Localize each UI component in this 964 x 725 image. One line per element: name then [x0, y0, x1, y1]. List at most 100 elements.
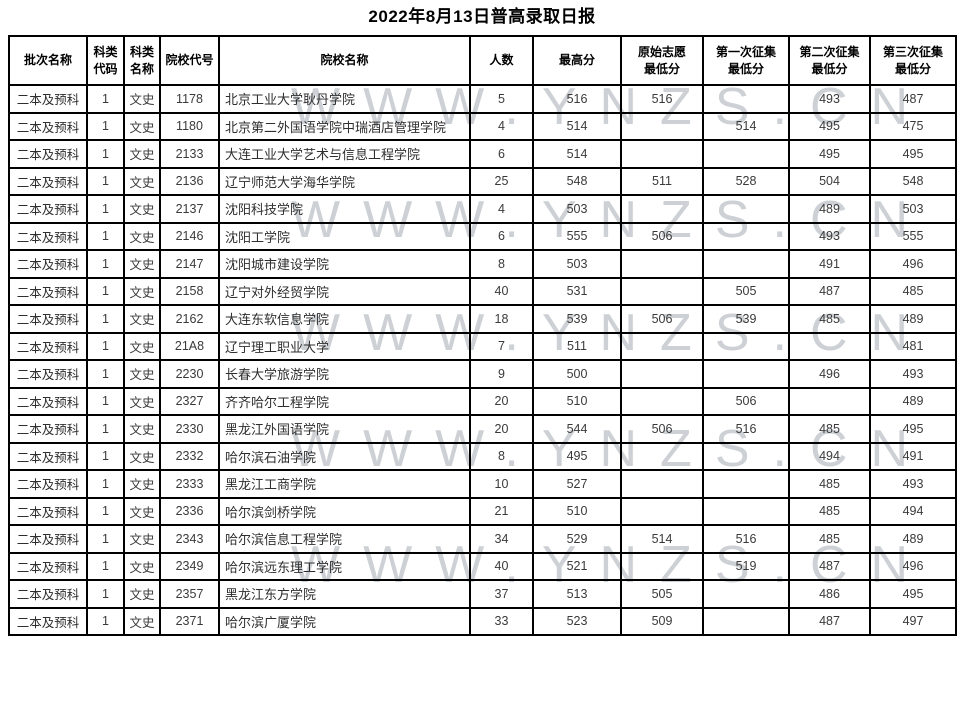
cell-subject-name: 文史	[123, 606, 161, 636]
cell-count: 10	[469, 469, 534, 499]
cell-inst-code: 2371	[159, 606, 220, 636]
cell-second-min: 485	[788, 414, 871, 444]
cell-count: 20	[469, 414, 534, 444]
cell-inst-name: 黑龙江工商学院	[218, 469, 471, 499]
page-title: 2022年8月13日普高录取日报	[368, 7, 596, 26]
cell-count: 6	[469, 139, 534, 169]
cell-max-score: 521	[532, 551, 622, 581]
cell-batch: 二本及预科	[8, 194, 88, 224]
cell-inst-name: 哈尔滨剑桥学院	[218, 496, 471, 526]
cell-third-min: 481	[869, 331, 957, 361]
cell-orig-min	[620, 111, 704, 141]
cell-subject-name: 文史	[123, 304, 161, 334]
cell-inst-code: 2349	[159, 551, 220, 581]
table-row: 二本及预科 1 文史 1180 北京第二外国语学院中瑞酒店管理学院 4 514 514 495 4…	[8, 111, 957, 141]
cell-inst-code: 2133	[159, 139, 220, 169]
cell-inst-name: 大连工业大学艺术与信息工程学院	[218, 139, 471, 169]
cell-orig-min: 509	[620, 606, 704, 636]
cell-second-min: 486	[788, 579, 871, 609]
cell-second-min: 493	[788, 84, 871, 114]
cell-max-score: 510	[532, 386, 622, 416]
cell-inst-name: 辽宁理工职业大学	[218, 331, 471, 361]
column-header-inst-code: 院校代号	[159, 35, 220, 86]
cell-max-score: 503	[532, 194, 622, 224]
cell-inst-code: 2357	[159, 579, 220, 609]
cell-inst-code: 1180	[159, 111, 220, 141]
cell-subject-name: 文史	[123, 194, 161, 224]
cell-second-min: 485	[788, 524, 871, 554]
cell-second-min: 491	[788, 249, 871, 279]
cell-third-min: 491	[869, 441, 957, 471]
cell-subject-name: 文史	[123, 166, 161, 196]
cell-third-min: 495	[869, 579, 957, 609]
cell-second-min: 493	[788, 221, 871, 251]
cell-second-min: 495	[788, 111, 871, 141]
cell-subject-code: 1	[86, 276, 125, 306]
cell-subject-code: 1	[86, 249, 125, 279]
table-row: 二本及预科 1 文史 2343 哈尔滨信息工程学院 34 529 514 516 485 489	[8, 524, 957, 554]
cell-subject-code: 1	[86, 331, 125, 361]
cell-third-min: 548	[869, 166, 957, 196]
cell-inst-code: 2336	[159, 496, 220, 526]
cell-second-min: 485	[788, 496, 871, 526]
cell-inst-name: 长春大学旅游学院	[218, 359, 471, 389]
cell-inst-name: 沈阳城市建设学院	[218, 249, 471, 279]
cell-orig-min	[620, 331, 704, 361]
cell-first-min: 505	[702, 276, 790, 306]
cell-second-min: 485	[788, 304, 871, 334]
cell-orig-min	[620, 551, 704, 581]
cell-first-min: 516	[702, 414, 790, 444]
column-header-subject-name: 科类 名称	[123, 35, 161, 86]
cell-inst-name: 沈阳工学院	[218, 221, 471, 251]
cell-count: 8	[469, 249, 534, 279]
cell-batch: 二本及预科	[8, 359, 88, 389]
cell-inst-code: 2333	[159, 469, 220, 499]
cell-max-score: 516	[532, 84, 622, 114]
cell-second-min	[788, 331, 871, 361]
cell-inst-name: 黑龙江外国语学院	[218, 414, 471, 444]
cell-count: 40	[469, 276, 534, 306]
column-header-count: 人数	[469, 35, 534, 86]
table-row: 二本及预科 1 文史 2332 哈尔滨石油学院 8 495 494 491	[8, 441, 957, 471]
cell-second-min: 489	[788, 194, 871, 224]
cell-subject-code: 1	[86, 579, 125, 609]
cell-second-min: 496	[788, 359, 871, 389]
cell-first-min	[702, 441, 790, 471]
cell-batch: 二本及预科	[8, 331, 88, 361]
cell-third-min: 494	[869, 496, 957, 526]
cell-first-min	[702, 194, 790, 224]
cell-subject-code: 1	[86, 221, 125, 251]
cell-second-min	[788, 386, 871, 416]
cell-count: 37	[469, 579, 534, 609]
cell-subject-name: 文史	[123, 469, 161, 499]
admission-report-page: 2022年8月13日普高录取日报 WWW.YNZS.CN WWW.YNZS.CN W…	[0, 6, 964, 725]
cell-max-score: 529	[532, 524, 622, 554]
cell-count: 21	[469, 496, 534, 526]
cell-orig-min: 506	[620, 304, 704, 334]
cell-orig-min: 514	[620, 524, 704, 554]
cell-subject-code: 1	[86, 414, 125, 444]
cell-first-min	[702, 249, 790, 279]
cell-max-score: 514	[532, 139, 622, 169]
cell-inst-code: 2230	[159, 359, 220, 389]
cell-subject-name: 文史	[123, 139, 161, 169]
cell-batch: 二本及预科	[8, 84, 88, 114]
cell-subject-name: 文史	[123, 524, 161, 554]
cell-batch: 二本及预科	[8, 111, 88, 141]
column-header-first-min: 第一次征集 最低分	[702, 35, 790, 86]
table-row: 二本及预科 1 文史 2371 哈尔滨广厦学院 33 523 509 487 497	[8, 606, 957, 636]
table-row: 二本及预科 1 文史 2147 沈阳城市建设学院 8 503 491 496	[8, 249, 957, 279]
cell-max-score: 495	[532, 441, 622, 471]
cell-orig-min	[620, 194, 704, 224]
table-container: WWW.YNZS.CN WWW.YNZS.CN WWW.YNZS.CN WWW.YNZ…	[8, 35, 957, 636]
cell-subject-name: 文史	[123, 496, 161, 526]
cell-subject-code: 1	[86, 194, 125, 224]
cell-orig-min	[620, 359, 704, 389]
cell-subject-name: 文史	[123, 359, 161, 389]
cell-third-min: 489	[869, 524, 957, 554]
cell-orig-min	[620, 496, 704, 526]
cell-orig-min	[620, 469, 704, 499]
cell-count: 8	[469, 441, 534, 471]
cell-batch: 二本及预科	[8, 579, 88, 609]
cell-inst-code: 1178	[159, 84, 220, 114]
